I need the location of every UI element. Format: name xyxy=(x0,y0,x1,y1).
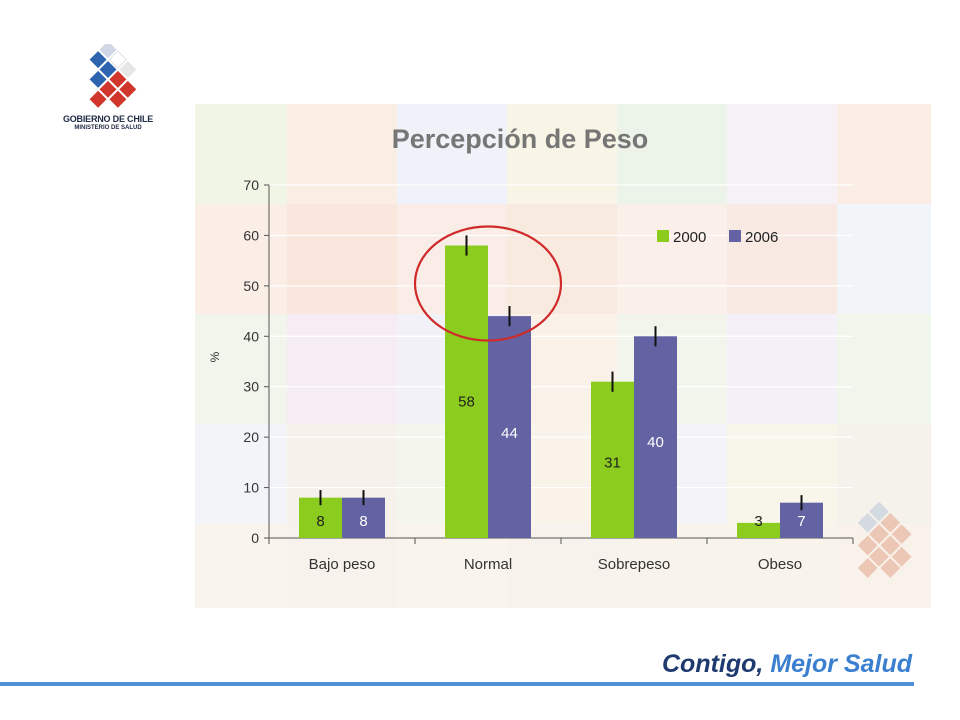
bar-chart: Percepción de Peso % 0 10 20 30 40 50 60 70 Bajo… xyxy=(208,124,912,578)
legend-label: 2000 xyxy=(673,229,706,246)
bars xyxy=(299,235,823,538)
bar-2000 xyxy=(737,522,780,538)
bar-2000 xyxy=(591,381,634,538)
data-label: 7 xyxy=(797,513,805,530)
data-label: 8 xyxy=(359,513,367,530)
data-labels: 8 8 58 44 31 40 3 7 xyxy=(316,393,805,530)
y-tick-label: 10 xyxy=(243,480,259,496)
y-tick-label: 50 xyxy=(243,278,259,294)
logo-subtitle: MINISTERIO DE SALUD xyxy=(74,125,142,131)
y-tick-label: 60 xyxy=(243,227,259,243)
footer-slogan: Contigo, Mejor Salud xyxy=(662,650,912,679)
bar-2006 xyxy=(634,336,677,538)
footer-slogan-part2: Mejor Salud xyxy=(770,650,912,678)
legend-swatch-2000 xyxy=(657,230,669,242)
legend-swatch-2006 xyxy=(729,230,741,242)
bar-2000 xyxy=(445,245,488,538)
x-tick-label: Obeso xyxy=(758,556,802,573)
y-tick-label: 20 xyxy=(243,429,259,445)
watermark-logo-icon xyxy=(857,501,912,578)
y-axis-label: % xyxy=(208,351,222,362)
gridlines xyxy=(269,184,853,489)
y-tick-label: 70 xyxy=(243,177,259,193)
y-tick-label: 30 xyxy=(243,379,259,395)
data-label: 58 xyxy=(458,393,475,410)
government-diamond-logo-icon xyxy=(89,44,137,108)
x-tick-label: Sobrepeso xyxy=(598,556,671,573)
gobierno-de-chile-logo: GOBIERNO DE CHILE MINISTERIO DE SALUD xyxy=(44,44,174,136)
data-label: 8 xyxy=(316,513,324,530)
axes: 0 10 20 30 40 50 60 70 Bajo peso Normal Sobrepeso O… xyxy=(243,177,854,573)
highlight-ellipse xyxy=(413,225,563,342)
data-label: 40 xyxy=(647,434,664,451)
bar-2006 xyxy=(488,316,531,538)
chart-title: Percepción de Peso xyxy=(392,124,649,154)
footer-slogan-part1: Contigo, xyxy=(662,650,764,678)
legend: 2000 2006 xyxy=(657,229,778,246)
legend-label: 2006 xyxy=(745,229,778,246)
footer-divider xyxy=(0,682,914,686)
logo-title: GOBIERNO DE CHILE xyxy=(62,114,154,124)
data-label: 31 xyxy=(604,455,621,472)
chart-panel: Percepción de Peso % 0 10 20 30 40 50 60 70 Bajo… xyxy=(195,104,931,608)
y-tick-label: 40 xyxy=(243,328,259,344)
x-tick-label: Bajo peso xyxy=(309,556,376,573)
data-label: 3 xyxy=(754,513,762,530)
y-tick-label: 0 xyxy=(251,530,259,546)
data-label: 44 xyxy=(501,425,518,442)
x-tick-label: Normal xyxy=(464,556,512,573)
